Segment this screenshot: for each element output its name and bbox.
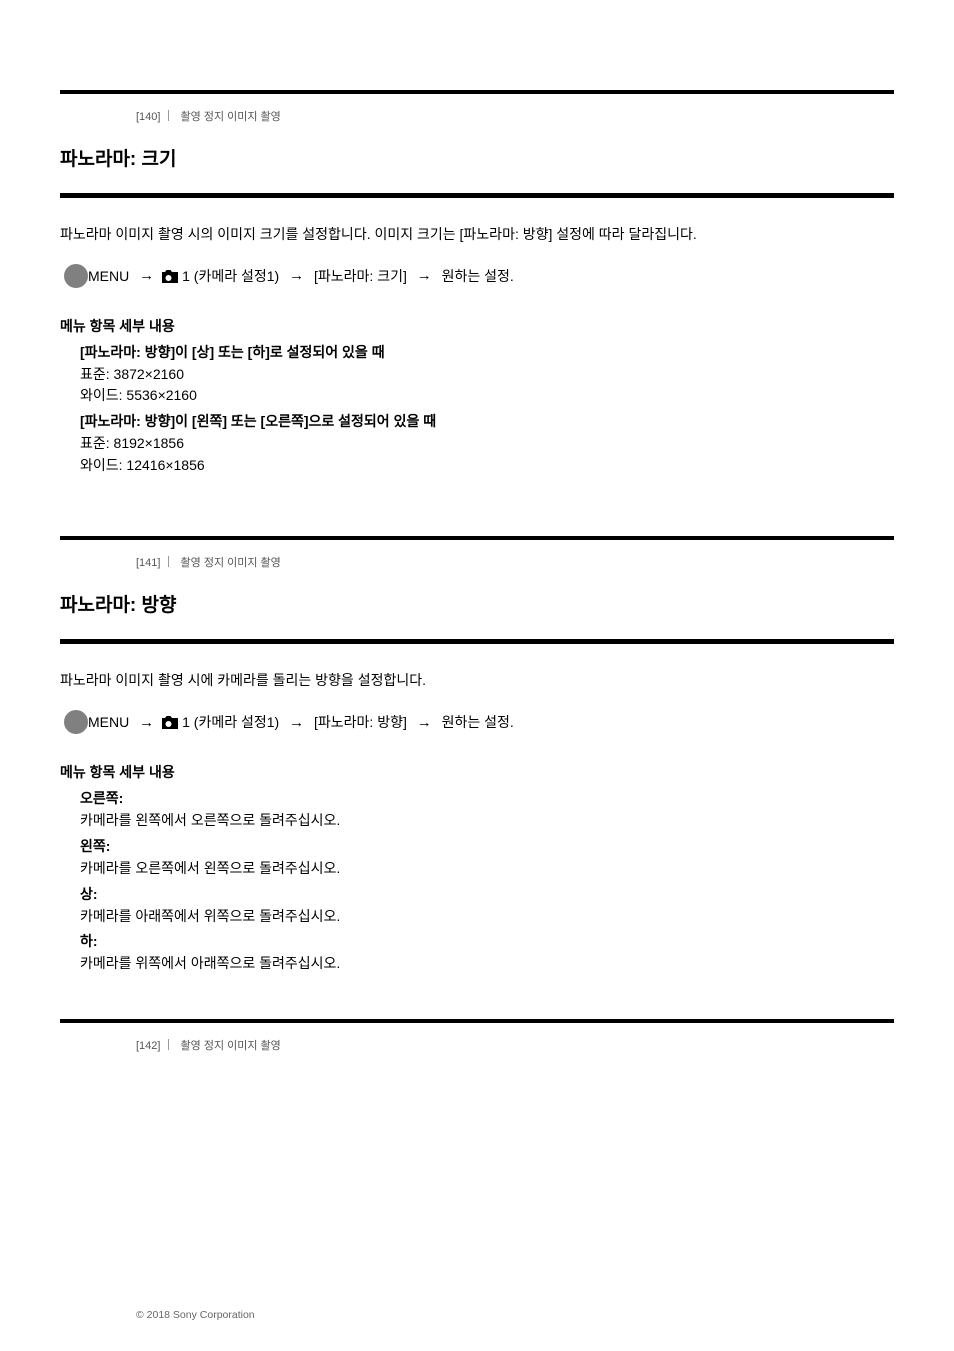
separator	[168, 1039, 169, 1050]
menu-text: (카메라 설정1)	[190, 266, 283, 286]
menu-text: [파노라마: 방향]	[310, 712, 411, 732]
breadcrumb: [140] 촬영 정지 이미지 촬영	[60, 94, 894, 134]
arrow-icon: →	[411, 714, 438, 731]
menu-text: 원하는 설정.	[438, 266, 514, 286]
intro-text: 파노라마 이미지 촬영 시의 이미지 크기를 설정합니다. 이미지 크기는 [파…	[60, 224, 894, 246]
menu-text: (카메라 설정1)	[190, 712, 283, 732]
menu-text: MENU	[88, 268, 133, 284]
option-label: 오른쪽:	[80, 788, 894, 808]
bullet-dot-icon	[64, 264, 88, 288]
arrow-icon: →	[411, 267, 438, 284]
intro-text: 파노라마 이미지 촬영 시에 카메라를 돌리는 방향을 설정합니다.	[60, 670, 894, 692]
crumb-index: [141]	[136, 557, 160, 569]
option-label: 상:	[80, 884, 894, 904]
copyright: © 2018 Sony Corporation	[60, 1295, 255, 1321]
page-title: 파노라마: 크기	[60, 134, 894, 193]
menu-path: MENU → 1 (카메라 설정1) → [파노라마: 크기] → 원하는 설정…	[60, 264, 894, 288]
option-block: 왼쪽: 카메라를 오른쪽에서 왼쪽으로 돌려주십시오.	[60, 836, 894, 880]
crumb-index: [142]	[136, 1040, 160, 1052]
arrow-icon: →	[133, 714, 160, 731]
option-label: [파노라마: 방향]이 [상] 또는 [하]로 설정되어 있을 때	[80, 342, 894, 362]
crumb-path: 촬영 정지 이미지 촬영	[177, 557, 280, 569]
option-block: 상: 카메라를 아래쪽에서 위쪽으로 돌려주십시오.	[60, 884, 894, 928]
crumb-index: [140]	[136, 111, 160, 123]
option-desc: 카메라를 위쪽에서 아래쪽으로 돌려주십시오.	[80, 953, 894, 975]
option-label: 하:	[80, 931, 894, 951]
arrow-icon: →	[283, 267, 310, 284]
option-desc: 표준: 8192×1856	[80, 433, 894, 455]
bullet-dot-icon	[64, 710, 88, 734]
separator	[168, 110, 169, 121]
option-desc: 카메라를 아래쪽에서 위쪽으로 돌려주십시오.	[80, 906, 894, 928]
menu-path: MENU → 1 (카메라 설정1) → [파노라마: 방향] → 원하는 설정…	[60, 710, 894, 734]
option-desc: 와이드: 12416×1856	[80, 455, 894, 477]
option-block: [파노라마: 방향]이 [왼쪽] 또는 [오른쪽]으로 설정되어 있을 때 표준…	[60, 411, 894, 476]
option-block: 오른쪽: 카메라를 왼쪽에서 오른쪽으로 돌려주십시오.	[60, 788, 894, 832]
option-desc: 표준: 3872×2160	[80, 364, 894, 386]
option-block: 하: 카메라를 위쪽에서 아래쪽으로 돌려주십시오.	[60, 931, 894, 975]
option-label: 왼쪽:	[80, 836, 894, 856]
option-desc: 와이드: 5536×2160	[80, 385, 894, 407]
breadcrumb: [142] 촬영 정지 이미지 촬영	[60, 1023, 894, 1063]
option-label: [파노라마: 방향]이 [왼쪽] 또는 [오른쪽]으로 설정되어 있을 때	[80, 411, 894, 431]
option-desc: 카메라를 오른쪽에서 왼쪽으로 돌려주십시오.	[80, 858, 894, 880]
camera-icon	[160, 715, 182, 731]
crumb-path: 촬영 정지 이미지 촬영	[177, 111, 280, 123]
details-heading: 메뉴 항목 세부 내용	[60, 762, 894, 782]
crumb-path: 촬영 정지 이미지 촬영	[177, 1040, 280, 1052]
separator	[168, 556, 169, 567]
arrow-icon: →	[133, 267, 160, 284]
menu-text: [파노라마: 크기]	[310, 266, 411, 286]
arrow-icon: →	[283, 714, 310, 731]
option-block: [파노라마: 방향]이 [상] 또는 [하]로 설정되어 있을 때 표준: 38…	[60, 342, 894, 407]
menu-text: 원하는 설정.	[438, 712, 514, 732]
camera-icon	[160, 269, 182, 285]
option-desc: 카메라를 왼쪽에서 오른쪽으로 돌려주십시오.	[80, 810, 894, 832]
page-title: 파노라마: 방향	[60, 580, 894, 639]
menu-text: MENU	[88, 714, 133, 730]
breadcrumb: [141] 촬영 정지 이미지 촬영	[60, 540, 894, 580]
details-heading: 메뉴 항목 세부 내용	[60, 316, 894, 336]
